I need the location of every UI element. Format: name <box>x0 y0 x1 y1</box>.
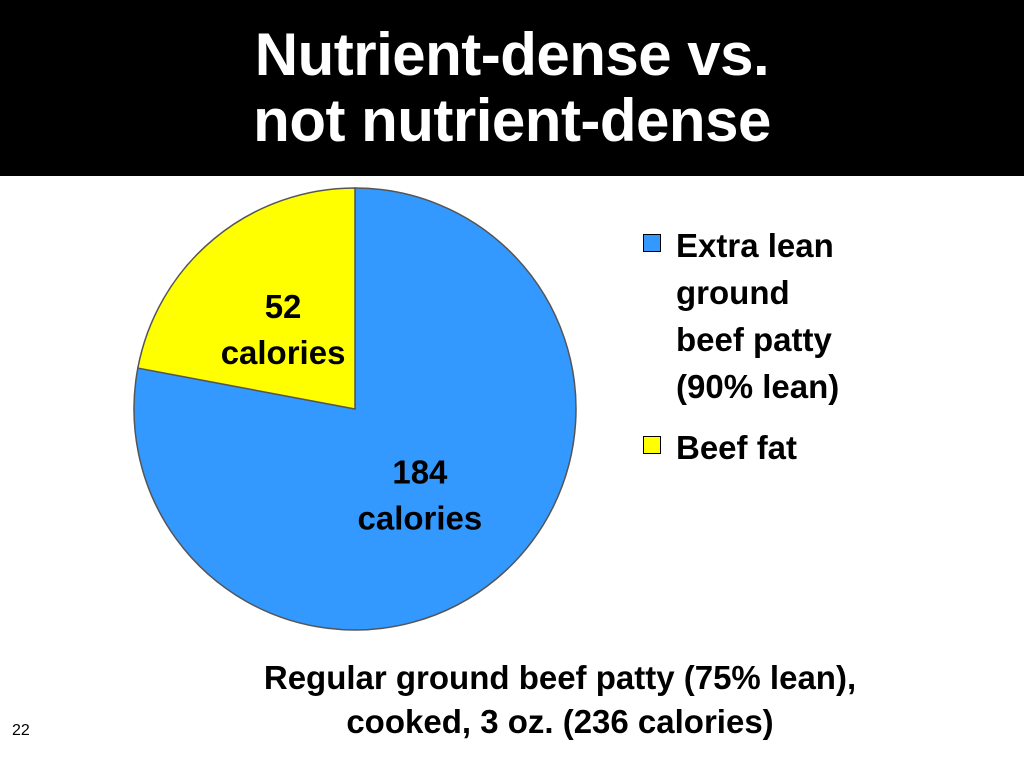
title-bar: Nutrient-dense vs. not nutrient-dense <box>0 0 1024 176</box>
pie-slice-beef-fat <box>136 187 356 410</box>
legend-swatch-extra-lean <box>643 234 661 252</box>
slide-title-line-2: not nutrient-dense <box>253 87 771 154</box>
legend-swatch-beef-fat <box>643 436 661 454</box>
chart-caption: Regular ground beef patty (75% lean), co… <box>140 656 980 744</box>
slide-title-line-1: Nutrient-dense vs. <box>254 21 770 88</box>
caption-line-2: cooked, 3 oz. (236 calories) <box>346 703 774 740</box>
legend-item-extra-lean: Extra lean ground beef patty (90% lean) <box>640 222 940 410</box>
legend-label-extra-lean: Extra lean ground beef patty (90% lean) <box>676 227 840 405</box>
legend-label-beef-fat: Beef fat <box>676 429 798 466</box>
slice-label-beef-fat: 52 calories <box>221 288 346 371</box>
chart-legend: Extra lean ground beef patty (90% lean) … <box>640 222 940 485</box>
slice-label-extra-lean: 184 calories <box>358 453 483 536</box>
caption-line-1: Regular ground beef patty (75% lean), <box>263 659 857 696</box>
slide-number: 22 <box>12 722 30 739</box>
legend-item-beef-fat: Beef fat <box>640 424 940 471</box>
